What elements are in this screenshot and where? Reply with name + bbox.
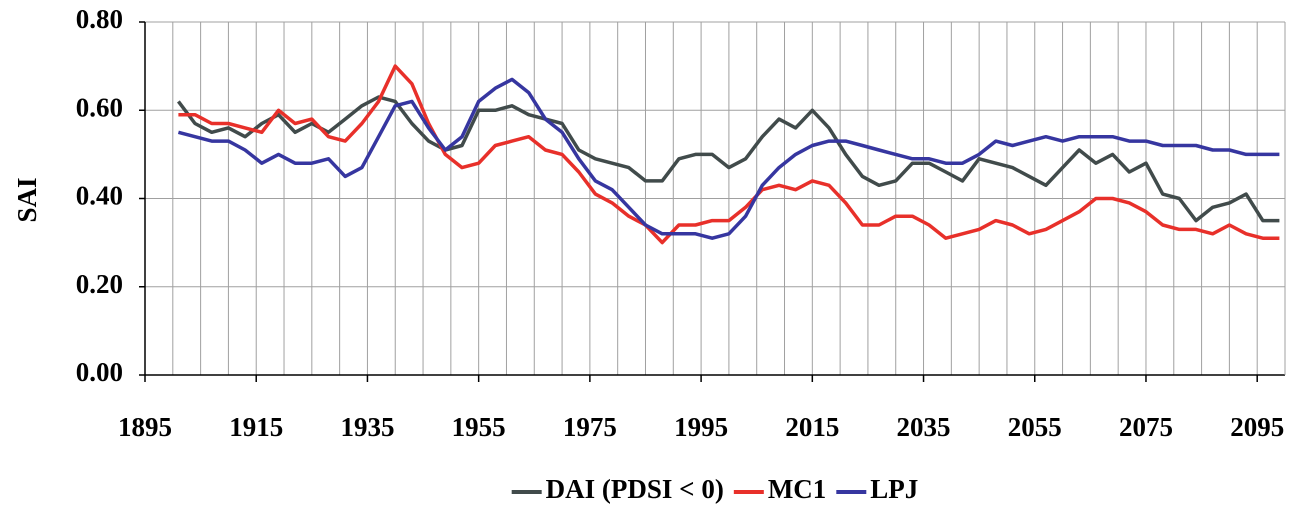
x-tick-label: 1955 bbox=[452, 412, 506, 442]
y-tick-label: 0.80 bbox=[76, 4, 123, 34]
x-tick-label: 1895 bbox=[118, 412, 172, 442]
x-tick-label: 2095 bbox=[1230, 412, 1284, 442]
x-tick-label: 1975 bbox=[563, 412, 617, 442]
legend-label: MC1 bbox=[768, 474, 826, 504]
y-tick-label: 0.40 bbox=[76, 181, 123, 211]
x-tick-label: 2055 bbox=[1008, 412, 1062, 442]
legend-label: LPJ bbox=[870, 474, 918, 504]
x-tick-label: 1995 bbox=[674, 412, 728, 442]
x-tick-label: 1935 bbox=[340, 412, 394, 442]
x-tick-label: 2015 bbox=[785, 412, 839, 442]
series-line bbox=[177, 95, 1280, 223]
series-line bbox=[177, 77, 1280, 240]
y-tick-label: 0.00 bbox=[76, 357, 123, 387]
x-tick-label: 2075 bbox=[1119, 412, 1173, 442]
y-tick-label: 0.20 bbox=[76, 269, 123, 299]
y-axis-label: SAI bbox=[12, 177, 42, 222]
x-tick-label: 2035 bbox=[897, 412, 951, 442]
legend-label: DAI (PDSI < 0) bbox=[546, 474, 724, 504]
y-tick-label: 0.60 bbox=[76, 92, 123, 122]
series-line bbox=[178, 64, 1280, 245]
x-tick-label: 1915 bbox=[229, 412, 283, 442]
